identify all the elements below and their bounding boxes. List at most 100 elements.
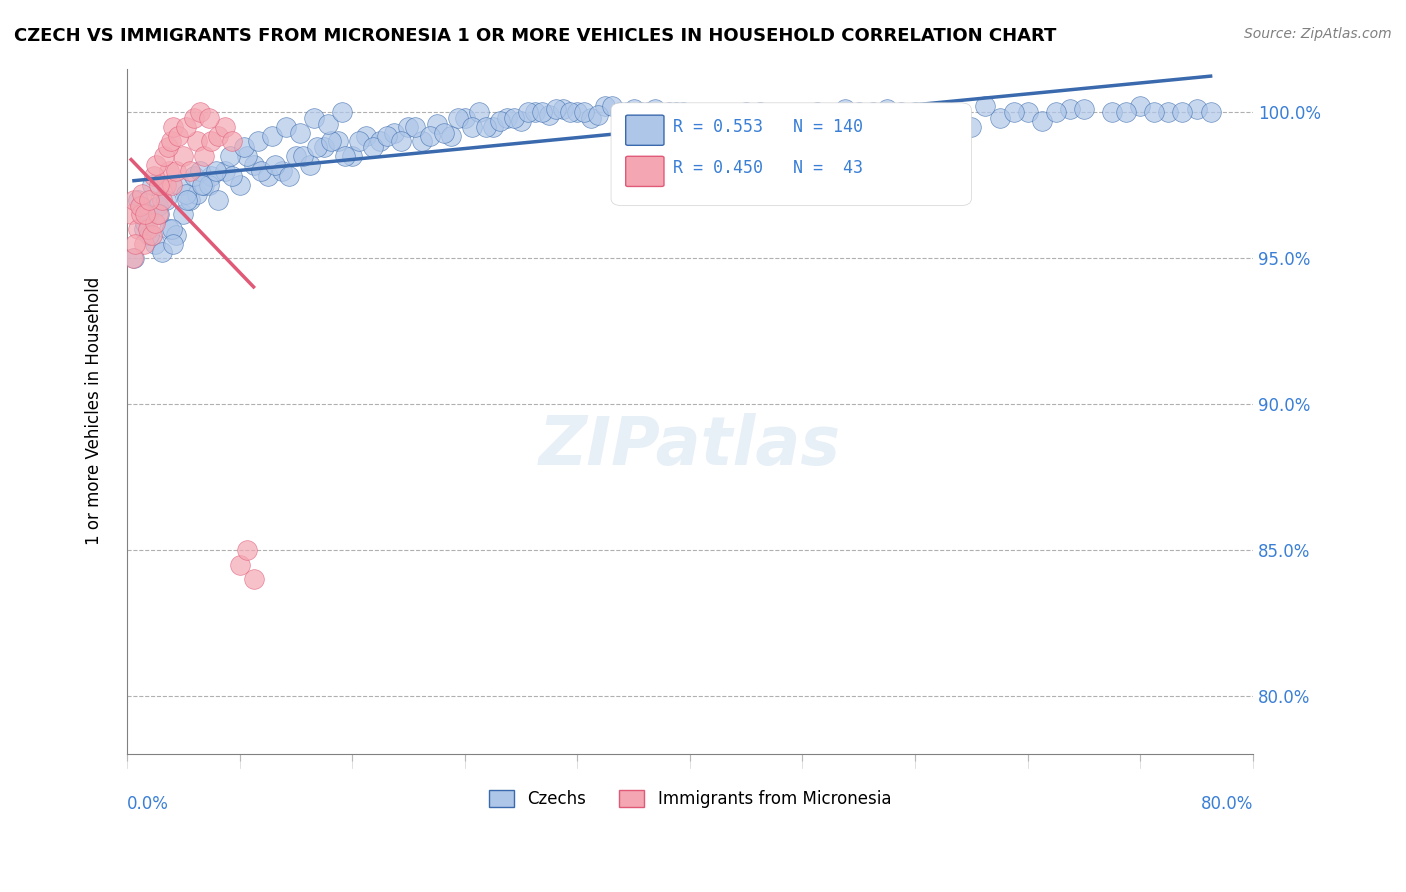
- Point: [150, 193, 173, 207]
- Point: [1143, 105, 1166, 120]
- Point: [658, 105, 681, 120]
- Point: [277, 169, 299, 184]
- Point: [204, 163, 226, 178]
- Point: [183, 169, 205, 184]
- Point: [235, 543, 257, 558]
- Point: [1101, 105, 1123, 120]
- Point: [988, 111, 1011, 125]
- Point: [127, 222, 149, 236]
- Point: [190, 178, 212, 193]
- Point: [651, 108, 673, 122]
- Text: ZIPatlas: ZIPatlas: [538, 413, 841, 479]
- Point: [644, 103, 666, 117]
- Point: [1045, 105, 1067, 120]
- Point: [510, 114, 533, 128]
- Point: [876, 103, 898, 117]
- Point: [298, 158, 321, 172]
- Point: [792, 111, 814, 125]
- Point: [128, 199, 150, 213]
- Point: [707, 120, 730, 134]
- Point: [193, 178, 215, 193]
- Point: [172, 149, 194, 163]
- Point: [461, 120, 484, 134]
- Point: [246, 135, 269, 149]
- Point: [316, 117, 339, 131]
- Point: [553, 103, 575, 117]
- Point: [665, 105, 688, 120]
- Point: [157, 163, 180, 178]
- Point: [326, 135, 349, 149]
- Point: [302, 111, 325, 125]
- Point: [122, 251, 145, 265]
- Point: [127, 193, 149, 207]
- Point: [439, 128, 461, 143]
- Point: [150, 245, 173, 260]
- Point: [249, 163, 271, 178]
- Point: [546, 103, 568, 117]
- Point: [932, 105, 955, 120]
- Point: [162, 236, 184, 251]
- Point: [143, 216, 166, 230]
- Point: [263, 158, 285, 172]
- Point: [918, 105, 941, 120]
- Point: [221, 135, 243, 149]
- Point: [496, 111, 519, 125]
- Point: [330, 105, 353, 120]
- Point: [432, 126, 454, 140]
- Point: [588, 108, 610, 122]
- Point: [138, 193, 160, 207]
- Point: [221, 169, 243, 184]
- Point: [623, 103, 645, 117]
- Point: [228, 558, 250, 572]
- Point: [183, 111, 205, 125]
- Text: Source: ZipAtlas.com: Source: ZipAtlas.com: [1244, 27, 1392, 41]
- Point: [157, 222, 180, 236]
- Point: [136, 222, 159, 236]
- Point: [169, 178, 191, 193]
- Point: [974, 99, 997, 113]
- FancyBboxPatch shape: [612, 103, 972, 206]
- Point: [960, 120, 983, 134]
- Point: [361, 140, 384, 154]
- Point: [166, 128, 188, 143]
- Point: [159, 135, 181, 149]
- Point: [148, 178, 170, 193]
- Point: [134, 216, 156, 230]
- Point: [146, 199, 169, 213]
- Point: [214, 120, 236, 134]
- Point: [630, 105, 652, 120]
- Text: 80.0%: 80.0%: [1201, 796, 1253, 814]
- Point: [637, 105, 659, 120]
- Point: [404, 120, 426, 134]
- Point: [389, 135, 412, 149]
- Point: [162, 120, 184, 134]
- Point: [145, 158, 167, 172]
- Point: [274, 120, 297, 134]
- Point: [595, 99, 617, 113]
- Point: [396, 120, 419, 134]
- Point: [179, 163, 201, 178]
- Point: [1199, 105, 1222, 120]
- Point: [517, 105, 540, 120]
- Point: [214, 163, 236, 178]
- Point: [890, 105, 912, 120]
- Point: [228, 178, 250, 193]
- Point: [291, 149, 314, 163]
- Point: [721, 108, 744, 122]
- Point: [288, 126, 311, 140]
- Point: [200, 169, 222, 184]
- Point: [340, 149, 363, 163]
- Point: [524, 105, 547, 120]
- Point: [475, 120, 498, 134]
- Point: [165, 227, 187, 242]
- Point: [132, 236, 155, 251]
- Point: [312, 140, 335, 154]
- Text: 0.0%: 0.0%: [127, 796, 169, 814]
- Point: [305, 140, 328, 154]
- Point: [333, 149, 356, 163]
- Point: [136, 207, 159, 221]
- Point: [207, 128, 229, 143]
- Point: [152, 149, 174, 163]
- Point: [672, 105, 695, 120]
- Point: [179, 193, 201, 207]
